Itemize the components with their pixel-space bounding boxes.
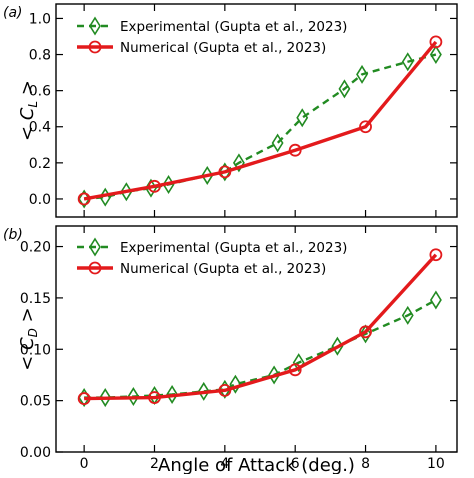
panel-b: (b) 0.00 0.05 0.10 0.15 0.20 0 2 4 6 8 10 < CD > Angl… bbox=[3, 225, 458, 476]
y-tick-label: 0.05 bbox=[20, 394, 51, 410]
y-tick-label: 0.0 bbox=[29, 192, 51, 208]
data-point-diamond bbox=[359, 324, 372, 344]
panel-a: (a) 0.0 0.2 0.4 0.6 0.8 1.0 < CL > Experimental … bbox=[3, 3, 458, 218]
series-numerical bbox=[77, 35, 443, 206]
x-tick-label: 0 bbox=[80, 456, 89, 472]
panel-label: (a) bbox=[3, 5, 23, 21]
legend-entry-label: Experimental (Gupta et al., 2023) bbox=[120, 19, 347, 35]
data-point-diamond bbox=[401, 52, 414, 72]
data-point-circle bbox=[218, 165, 232, 179]
data-point-circle bbox=[359, 325, 372, 339]
x-tick-label: 6 bbox=[291, 456, 300, 472]
data-point-circle bbox=[148, 391, 161, 404]
data-point-diamond bbox=[89, 16, 101, 36]
data-point-diamond bbox=[78, 189, 91, 209]
data-point-circle bbox=[288, 363, 302, 377]
y-tick-label: 0.8 bbox=[29, 48, 51, 64]
data-point-diamond bbox=[401, 305, 414, 325]
data-point-diamond bbox=[232, 153, 245, 173]
data-point-circle bbox=[77, 192, 91, 206]
series-numerical bbox=[77, 248, 443, 405]
data-point-diamond bbox=[197, 381, 210, 401]
legend-entry-label: Numerical (Gupta et al., 2023) bbox=[120, 40, 326, 56]
data-point-diamond bbox=[296, 108, 309, 128]
experimental-line bbox=[84, 53, 437, 201]
x-tick-label: 2 bbox=[150, 456, 159, 472]
data-point-diamond bbox=[429, 45, 442, 65]
data-point-diamond bbox=[127, 387, 140, 407]
data-point-circle bbox=[288, 143, 302, 157]
y-tick-label: 1.0 bbox=[29, 11, 51, 27]
data-point-diamond bbox=[292, 353, 305, 373]
y-tick-label: 0.10 bbox=[20, 342, 51, 358]
x-tick-label: 10 bbox=[427, 456, 445, 472]
y-tick-label: 0.4 bbox=[29, 120, 51, 136]
numerical-line bbox=[83, 40, 438, 201]
legend: Experimental (Gupta et al., 2023) Numeric… bbox=[77, 16, 347, 56]
data-point-diamond bbox=[166, 384, 179, 404]
y-tick-label: 0.00 bbox=[20, 445, 51, 461]
data-point-diamond bbox=[338, 79, 351, 99]
x-tick-label: 4 bbox=[220, 456, 229, 472]
data-point-diamond bbox=[429, 290, 442, 310]
legend-entry-label: Experimental (Gupta et al., 2023) bbox=[120, 240, 347, 256]
data-point-circle bbox=[77, 392, 91, 405]
y-axis-label: < CD > bbox=[17, 307, 40, 370]
y-tick-label: 0.2 bbox=[29, 156, 51, 172]
x-axis-label: Angle of Attack (deg.) bbox=[158, 455, 355, 474]
y-axis-label: < CL > bbox=[17, 80, 40, 141]
legend-entry-label: Numerical (Gupta et al., 2023) bbox=[120, 261, 326, 277]
data-point-diamond bbox=[268, 365, 281, 385]
data-point-diamond bbox=[356, 64, 368, 84]
data-point-circle bbox=[429, 248, 443, 262]
data-point-diamond bbox=[229, 374, 242, 394]
data-point-diamond bbox=[89, 237, 101, 257]
plot-frame bbox=[55, 225, 458, 453]
y-tick-label: 0.20 bbox=[20, 240, 51, 256]
data-point-circle bbox=[429, 35, 443, 49]
data-point-circle bbox=[148, 179, 161, 193]
plot-frame bbox=[55, 3, 458, 218]
data-point-diamond bbox=[99, 388, 112, 408]
numerical-line bbox=[84, 253, 438, 401]
data-point-circle bbox=[218, 383, 232, 397]
data-point-circle bbox=[88, 261, 102, 275]
data-point-diamond bbox=[201, 165, 214, 185]
data-point-circle bbox=[88, 40, 102, 54]
data-point-diamond bbox=[271, 133, 284, 153]
y-tick-label: 0.15 bbox=[20, 291, 51, 307]
panel-label: (b) bbox=[3, 227, 23, 243]
data-point-circle bbox=[359, 120, 372, 134]
y-tick-label: 0.6 bbox=[29, 84, 51, 100]
legend: Experimental (Gupta et al., 2023) Numeric… bbox=[77, 237, 347, 277]
x-tick-label: 8 bbox=[361, 456, 370, 472]
series-experimental bbox=[78, 45, 442, 209]
